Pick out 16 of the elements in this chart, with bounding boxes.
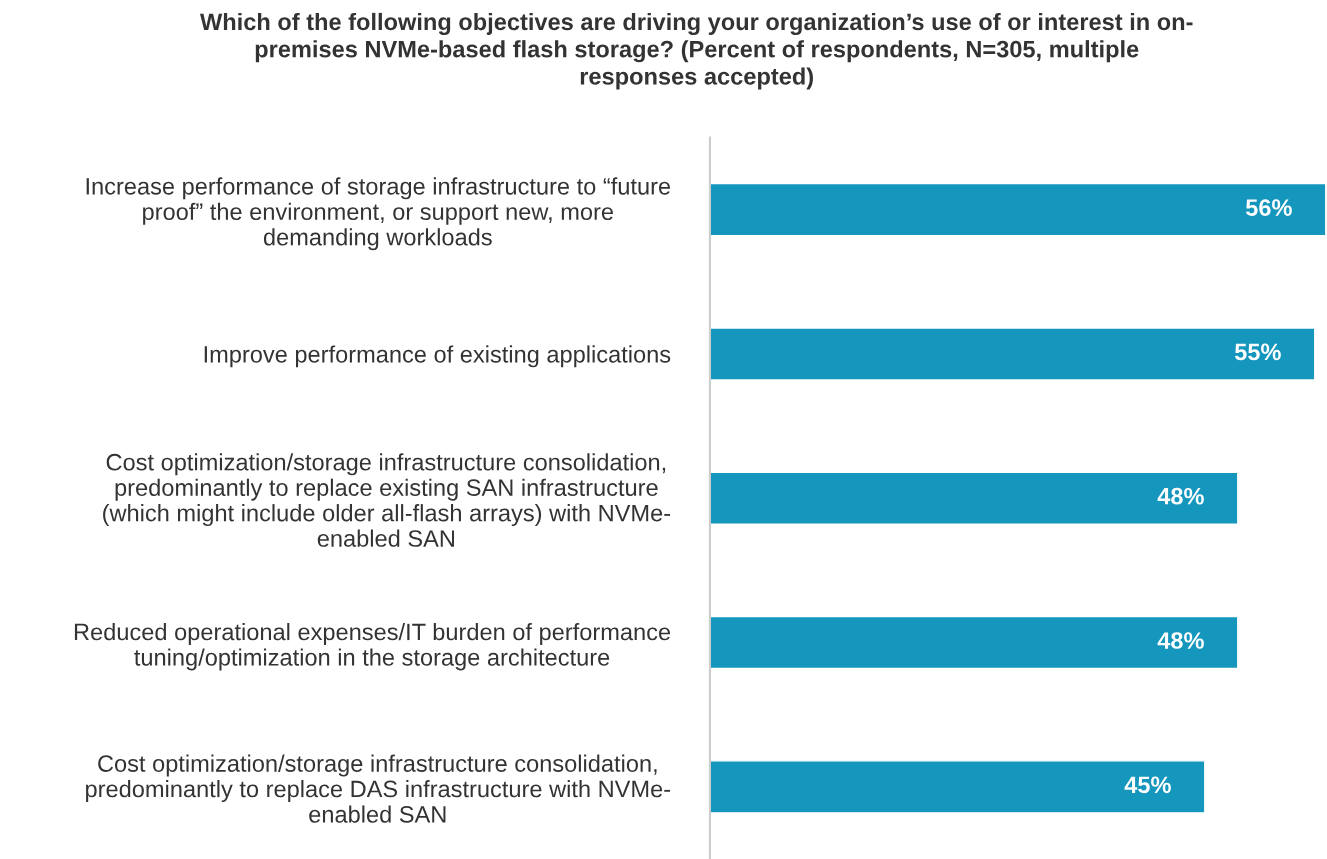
y-tick-label: Reduced operational expenses/IT burden of performance tuning/optimization in the storage architecture xyxy=(74,622,671,671)
bar xyxy=(709,471,1239,525)
data-label: 56% xyxy=(1245,199,1292,216)
data-label: 48% xyxy=(1157,632,1204,649)
data-label: 55% xyxy=(1234,343,1281,361)
data-label: 48% xyxy=(1157,487,1204,505)
y-tick-label: Cost optimization/storage infrastructure consolidation, predominantly to replace DAS infrastructure with NVMe- enabled SAN xyxy=(86,754,671,823)
y-tick-label: Increase performance of storage infrastructure to “future proof” the environment, or support new, more demanding workloads xyxy=(86,177,671,251)
bar xyxy=(709,615,1239,670)
chart-title: Which of the following objectives are driving your organization’s use of or interest in on- premises NVMe-based flash storage? (Percent of respondents, N=305, multiple responses accepted) xyxy=(199,12,1193,90)
y-tick-label: Improve performance of existing applications xyxy=(204,345,671,368)
data-label: 45% xyxy=(1124,776,1171,794)
bar xyxy=(709,182,1327,237)
y-tick-label: Cost optimization/storage infrastructure consolidation, predominantly to replace existing SAN infrastructure (which might include older all-flash arrays) with NVMe- enabled SAN xyxy=(103,453,671,547)
bar xyxy=(709,760,1206,814)
bar xyxy=(709,327,1316,381)
